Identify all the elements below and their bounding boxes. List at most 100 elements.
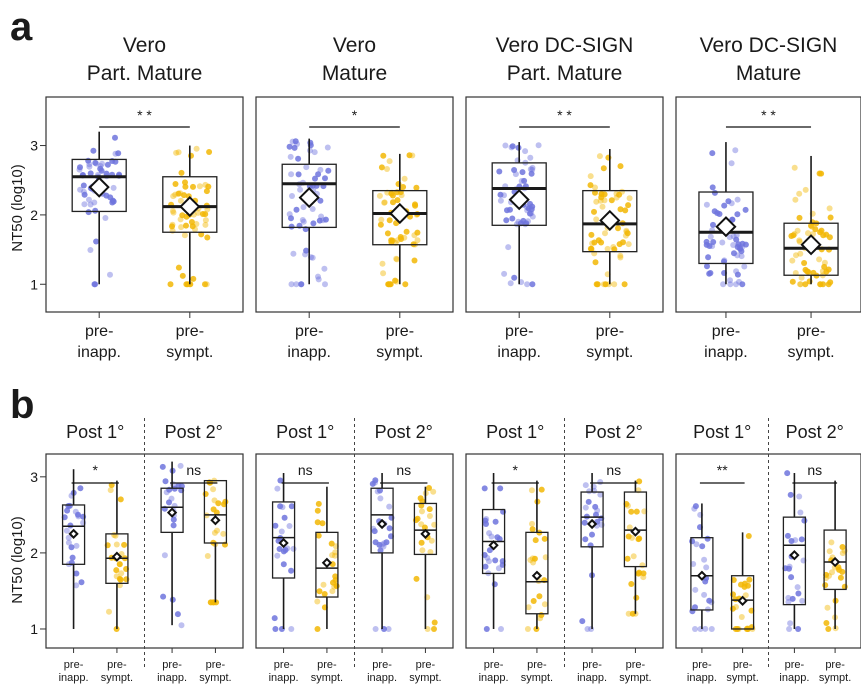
data-point [426,506,433,513]
data-point [582,482,589,489]
data-point [739,281,746,288]
data-point [812,226,819,233]
data-point [307,139,314,146]
data-point [175,264,182,271]
data-point [788,574,795,581]
data-point [298,281,305,288]
data-point [617,206,624,213]
data-point [797,281,804,288]
x-tick-label: pre- [527,659,547,671]
data-point [274,552,281,559]
mean-marker [737,595,748,606]
data-point [731,250,737,257]
data-point [542,554,549,561]
data-point [210,506,217,513]
y-axis-label-b: NT50 (log10) [9,516,26,604]
data-point [193,145,200,152]
data-point [413,575,420,582]
data-point [734,252,741,259]
data-point [170,516,177,523]
x-tick-label: sympt. [101,672,133,684]
data-point [704,535,711,542]
data-point [608,197,615,204]
data-point [168,495,175,502]
data-point [629,534,635,541]
data-point [293,281,300,288]
data-point [727,281,734,288]
data-point [174,611,181,618]
subpanel-title: Post 1° [276,422,334,442]
data-point [530,598,537,604]
data-point [426,513,433,519]
data-point [501,270,508,277]
subpanel-title: Post 1° [486,422,544,442]
data-point [629,610,636,617]
data-point [117,576,124,583]
data-point [709,184,716,191]
data-point [820,232,827,239]
panel-frame [465,96,664,313]
data-point [203,188,210,195]
significance-label: ns [186,462,201,478]
data-point [75,513,82,520]
data-point [692,503,699,510]
data-point [497,485,504,492]
data-point [581,519,588,526]
data-point [597,491,604,498]
data-point [64,507,71,514]
data-point [328,540,335,547]
data-point [402,281,409,288]
data-point [625,202,632,209]
data-point [169,223,175,230]
data-point [591,208,597,215]
data-point [796,493,803,500]
data-point [585,498,592,505]
x-tick-label: pre- [505,323,533,340]
data-point [99,160,105,167]
data-point [188,219,195,225]
data-point [729,605,736,612]
data-point [622,207,629,214]
data-point [736,278,742,285]
data-point [524,626,531,632]
data-point [714,210,721,216]
data-point [483,521,489,527]
data-point [492,557,499,564]
data-point [598,194,605,201]
data-point [183,222,189,229]
data-point [63,527,70,534]
box [491,162,547,226]
data-point [798,274,805,281]
data-point [289,193,295,199]
data-point [413,184,420,191]
data-point [214,527,220,534]
data-point [615,225,621,232]
data-point [87,170,94,177]
data-point [738,248,745,255]
data-point [497,191,504,198]
data-point [509,143,516,150]
data-point [426,485,432,491]
x-tick-label: inapp. [687,672,717,684]
data-point [315,273,321,280]
data-point [706,243,713,249]
data-point [837,574,844,581]
data-point [65,539,72,546]
data-point [300,218,307,225]
data-point [170,522,177,529]
data-point [121,541,128,548]
box [823,529,847,591]
data-point [113,567,120,574]
data-point [300,204,307,211]
data-point [315,276,322,283]
mean-marker [298,186,320,209]
box [315,531,339,598]
data-point [202,491,209,497]
y-tick-label: 2 [30,207,38,223]
data-point [789,278,796,285]
data-point [193,221,200,227]
data-point [181,232,188,239]
data-point [730,233,737,240]
data-point [309,206,316,212]
data-point [789,257,796,264]
